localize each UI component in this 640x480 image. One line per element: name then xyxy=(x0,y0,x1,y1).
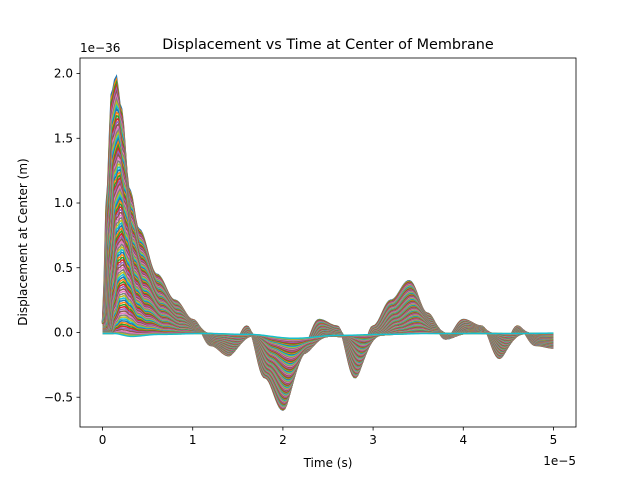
y-tick-label: −0.5 xyxy=(44,390,73,404)
y-tick-label: 1.5 xyxy=(54,131,73,145)
y-axis-ticks: −0.5 0.0 0.5 1.0 1.5 2.0 xyxy=(44,67,80,404)
y-offset-text: 1e−36 xyxy=(80,41,120,55)
x-axis-ticks: 0 1 2 3 4 5 xyxy=(99,427,558,447)
plot-area xyxy=(79,57,577,428)
y-tick-label: 1.0 xyxy=(54,196,73,210)
y-axis-label: Displacement at Center (m) xyxy=(16,158,30,325)
series-line xyxy=(102,332,554,340)
x-offset-text: 1e−5 xyxy=(543,454,576,468)
x-tick-label: 4 xyxy=(459,433,467,447)
y-tick-label: 2.0 xyxy=(54,67,73,81)
axes-frame xyxy=(79,57,577,428)
x-axis-label: Time (s) xyxy=(303,456,353,470)
y-tick-label: 0.5 xyxy=(54,261,73,275)
x-tick-label: 2 xyxy=(279,433,287,447)
x-tick-label: 1 xyxy=(189,433,197,447)
x-tick-label: 3 xyxy=(369,433,377,447)
chart-title: Displacement vs Time at Center of Membra… xyxy=(162,37,494,53)
x-tick-label: 0 xyxy=(99,433,107,447)
series-lines xyxy=(101,74,554,412)
y-tick-label: 0.0 xyxy=(54,326,73,340)
x-tick-label: 5 xyxy=(550,433,558,447)
